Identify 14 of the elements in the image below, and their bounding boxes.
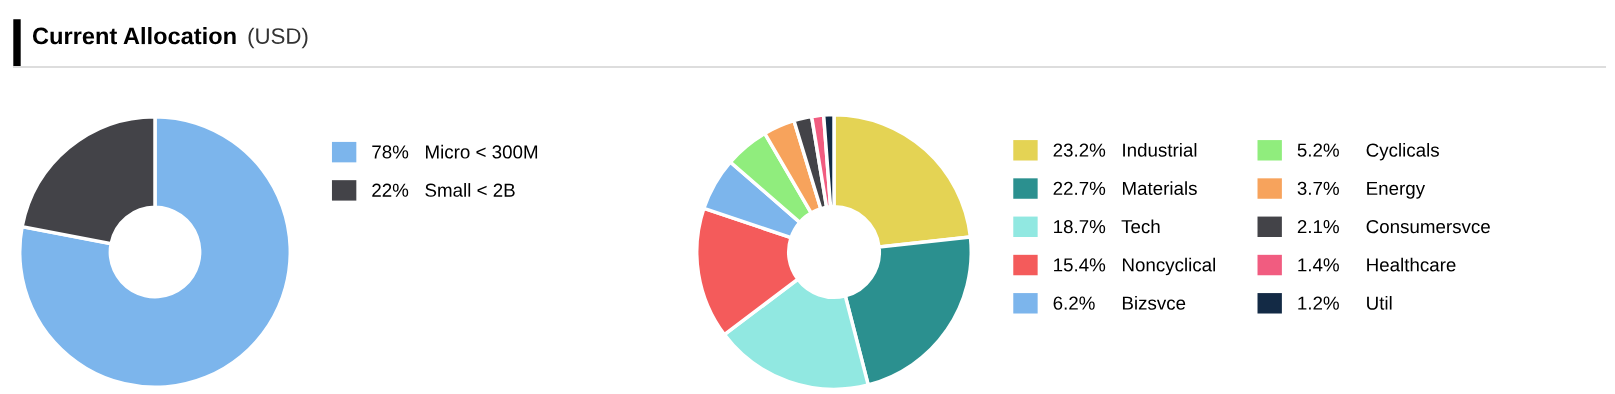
legend-label: 15.4% Noncyclical [1054,257,1216,276]
legend-label: 2.1% Consumersvce [1297,219,1490,234]
legend-label: 1.2% Util [1298,295,1392,310]
legend-label: 18.7% Tech [1054,219,1160,234]
legend-label: 5.2% Cyclicals [1297,142,1439,161]
legend-label: 23.2% Industrial [1053,142,1197,157]
legend-label: 22.7% Materials [1053,181,1197,196]
legend-label: 1.4% Healthcare [1298,257,1456,272]
legend-label: 6.2% Bizsvce [1053,295,1186,310]
chart-title: Current Allocation [32,27,236,45]
chart-subtitle: (USD) [248,27,308,49]
legend-label: 3.7% Energy [1297,181,1426,199]
legend-label: 78% Micro < 300M [372,144,538,159]
legend-label: 22% Small < 2B [372,183,515,197]
